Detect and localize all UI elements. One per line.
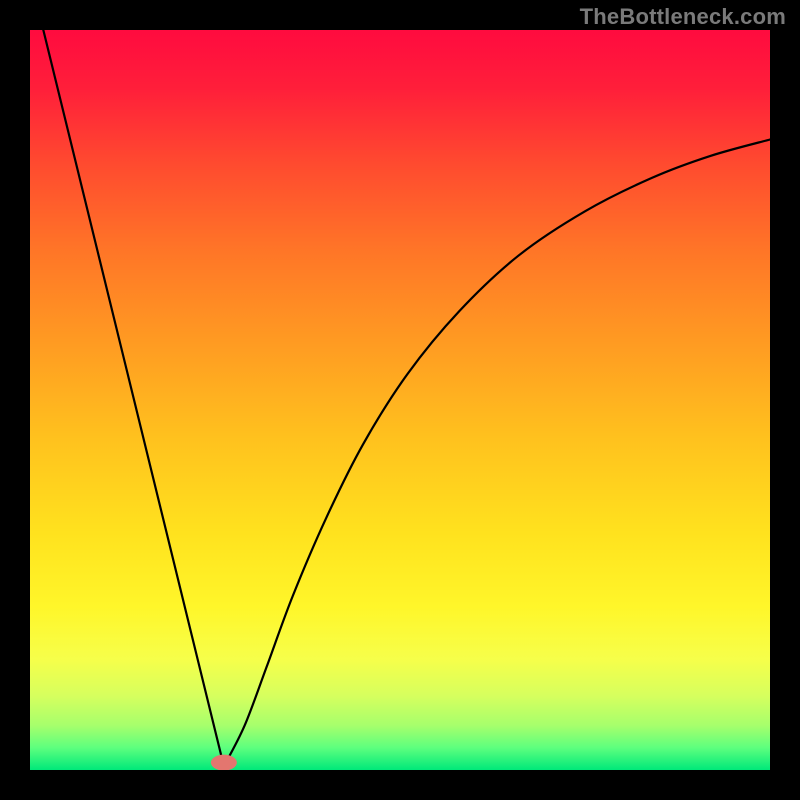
chart-frame: TheBottleneck.com xyxy=(0,0,800,800)
watermark-text: TheBottleneck.com xyxy=(580,4,786,30)
marker-layer xyxy=(30,30,770,770)
optimal-point-marker xyxy=(211,755,237,770)
plot-area xyxy=(30,30,770,770)
